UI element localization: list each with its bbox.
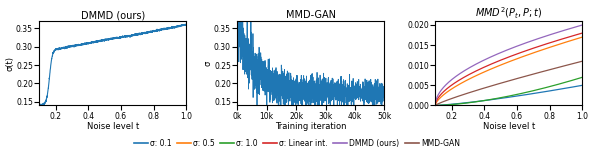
X-axis label: Noise level t: Noise level t <box>87 122 139 131</box>
Title: $MMD^2(P_t, P; t)$: $MMD^2(P_t, P; t)$ <box>475 6 542 21</box>
Legend: σ: 0.1, σ: 0.5, σ: 1.0, σ: Linear int., DMMD (ours), MMD-GAN: σ: 0.1, σ: 0.5, σ: 1.0, σ: Linear int., … <box>131 136 463 151</box>
X-axis label: Noise level t: Noise level t <box>483 122 535 131</box>
X-axis label: Training iteration: Training iteration <box>275 122 346 131</box>
Y-axis label: σ(t): σ(t) <box>5 56 15 71</box>
Title: DMMD (ours): DMMD (ours) <box>81 10 145 20</box>
Y-axis label: σ: σ <box>204 61 213 66</box>
Title: MMD-GAN: MMD-GAN <box>286 10 336 20</box>
